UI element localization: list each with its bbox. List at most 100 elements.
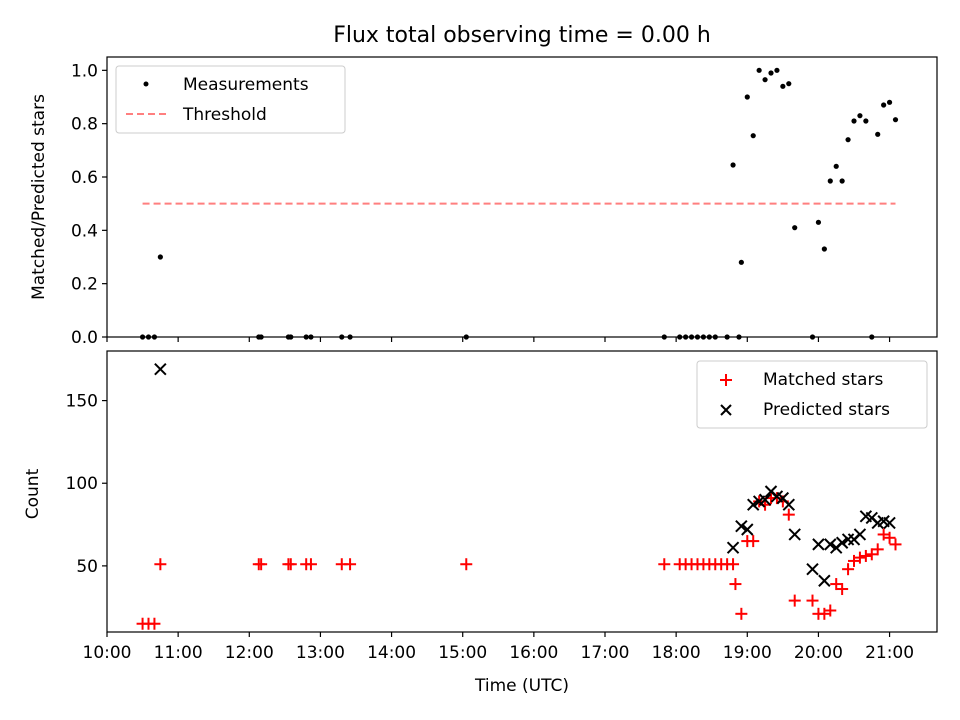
x-tick-label: 21:00 xyxy=(865,643,914,663)
measurement-point xyxy=(738,259,744,265)
measurement-point xyxy=(892,117,899,123)
top-y-ticks: 0.0 0.2 0.4 0.6 0.8 1.0 xyxy=(71,61,107,348)
measurements-legend-label: Measurements xyxy=(183,75,309,95)
measurement-point xyxy=(744,94,750,100)
predicted-star-point xyxy=(758,493,772,506)
matched-star-point xyxy=(883,531,896,544)
measurement-point xyxy=(774,67,780,73)
predicted-legend-label: Predicted stars xyxy=(763,400,890,420)
x-tick-label: 13:00 xyxy=(296,643,345,663)
measurements-panel: Flux total observing time = 0.00 h Match… xyxy=(29,23,938,348)
matched-star-point xyxy=(806,594,819,607)
matched-star-point xyxy=(658,558,671,571)
threshold-legend-label: Threshold xyxy=(182,105,267,125)
bottom-x-ticks: 10:00 11:00 12:00 13:00 14:00 15:00 16:00 17:00… xyxy=(83,632,914,663)
measurements-legend-marker xyxy=(143,81,149,87)
matched-star-point xyxy=(735,607,748,620)
bottom-axes-frame xyxy=(106,350,938,633)
predicted-star-point xyxy=(741,523,754,536)
matched-star-point xyxy=(836,583,849,596)
predicted-star-point xyxy=(824,538,837,551)
predicted-star-point xyxy=(883,516,896,530)
bottom-y-tick-label: 100 xyxy=(66,474,98,494)
x-tick-label: 16:00 xyxy=(509,643,558,663)
measurement-point xyxy=(821,246,827,252)
bottom-y-ticks: 50 100 150 xyxy=(66,392,107,577)
bottom-legend: Matched stars Predicted stars xyxy=(696,360,928,429)
x-tick-label: 19:00 xyxy=(723,643,772,663)
chart-title: Flux total observing time = 0.00 h xyxy=(333,23,711,48)
measurement-point xyxy=(881,102,887,108)
matched-star-point xyxy=(148,617,161,630)
matched-star-point xyxy=(304,558,317,571)
measurement-point xyxy=(792,225,798,231)
matched-star-point xyxy=(460,558,473,571)
matched-star-point xyxy=(284,558,297,571)
measurement-point xyxy=(815,219,822,225)
x-axis-label: Time (UTC) xyxy=(474,676,569,696)
predicted-star-point xyxy=(726,541,740,554)
matched-star-point xyxy=(871,543,884,556)
measurement-point xyxy=(157,254,163,260)
x-tick-label: 17:00 xyxy=(581,643,630,663)
measurement-point xyxy=(756,67,762,73)
matched-star-point xyxy=(859,549,872,562)
top-y-tick-label: 0.2 xyxy=(71,275,98,295)
predicted-legend-marker xyxy=(720,404,732,416)
x-tick-label: 10:00 xyxy=(83,643,132,663)
bottom-y-tick-label: 150 xyxy=(66,392,98,412)
predicted-star-point xyxy=(154,362,167,376)
x-tick-label: 14:00 xyxy=(367,643,416,663)
bottom-y-axis-label: Count xyxy=(23,468,43,519)
bottom-plot-area xyxy=(136,362,902,630)
matched-star-point xyxy=(788,594,801,607)
measurement-point xyxy=(863,118,869,124)
predicted-star-point xyxy=(835,536,849,549)
predicted-star-point xyxy=(853,528,867,541)
measurement-point xyxy=(886,99,893,105)
matched-star-point xyxy=(842,563,855,576)
top-y-tick-label: 0.8 xyxy=(71,115,98,135)
matched-star-point xyxy=(889,538,902,551)
predicted-star-point xyxy=(812,538,825,551)
top-axes-frame xyxy=(106,56,938,338)
measurement-point xyxy=(786,81,792,87)
matched-star-point xyxy=(727,558,740,571)
predicted-star-point xyxy=(806,562,819,576)
matched-star-point xyxy=(782,508,795,521)
matched-star-point xyxy=(729,578,742,591)
matched-star-point xyxy=(344,558,357,571)
measurement-point xyxy=(845,137,851,143)
x-tick-label: 18:00 xyxy=(652,643,701,663)
matched-legend-marker xyxy=(720,374,732,386)
measurement-point xyxy=(768,70,774,76)
matched-star-point xyxy=(747,535,760,548)
measurement-point xyxy=(780,83,786,89)
matched-star-point xyxy=(255,558,268,571)
measurement-point xyxy=(750,133,756,139)
predicted-star-point xyxy=(735,520,748,533)
predicted-star-point xyxy=(788,528,801,541)
matched-legend-label: Matched stars xyxy=(763,370,883,390)
measurement-point xyxy=(762,77,768,83)
top-x-ticks xyxy=(106,337,891,342)
x-tick-label: 20:00 xyxy=(794,643,843,663)
top-legend-box xyxy=(115,65,346,134)
top-legend: Measurements Threshold xyxy=(115,65,346,134)
x-tick-label: 12:00 xyxy=(225,643,274,663)
predicted-star-point xyxy=(782,498,795,511)
matched-star-point xyxy=(154,558,167,571)
predicted-star-point xyxy=(747,498,760,511)
measurement-point xyxy=(851,118,857,124)
counts-panel: Count Time (UTC) 50 100 150 10:00 11:00 12:0… xyxy=(23,350,938,696)
bottom-y-tick-label: 50 xyxy=(76,557,98,577)
matched-star-point xyxy=(853,551,866,564)
matched-star-point xyxy=(824,604,837,617)
top-y-tick-label: 0.6 xyxy=(71,168,98,188)
top-y-axis-label: Matched/Predicted stars xyxy=(29,94,49,300)
measurement-point xyxy=(730,162,736,168)
top-y-tick-label: 0.0 xyxy=(71,328,98,348)
measurement-point xyxy=(839,178,845,184)
measurement-point xyxy=(833,163,839,169)
